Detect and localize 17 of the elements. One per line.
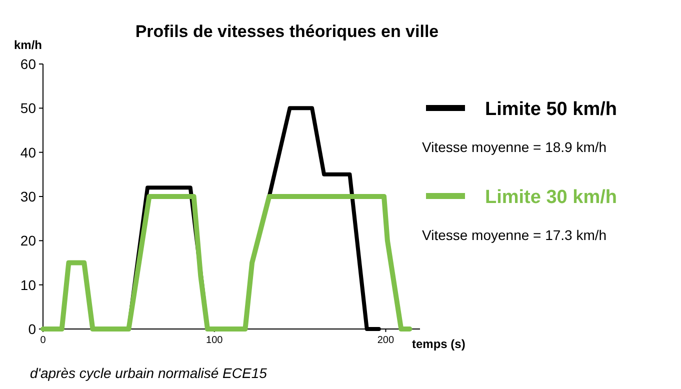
x-tick-label: 0 — [40, 335, 46, 346]
x-tick-label: 200 — [377, 335, 395, 346]
text: Vitesse moyenne = 17.3 km/h — [422, 227, 607, 243]
y-tick-label: 10 — [20, 276, 36, 293]
text: d'après cycle urbain normalisé ECE15 — [30, 365, 268, 381]
legend-label: Limite 30 km/h — [485, 187, 617, 208]
y-axis-title: km/h — [14, 38, 42, 52]
x-tick-label: 100 — [206, 335, 224, 346]
x-axis-title: temps (s) — [412, 337, 466, 351]
y-tick-label: 60 — [20, 56, 36, 72]
y-tick-label: 50 — [20, 100, 36, 116]
y-tick-label: 20 — [20, 232, 36, 249]
legend-label: Limite 50 km/h — [485, 99, 617, 120]
y-tick-label: 40 — [20, 144, 36, 160]
chart-title: Profils de vitesses théoriques en ville — [135, 22, 439, 41]
text: Vitesse moyenne = 18.9 km/h — [422, 139, 607, 155]
y-tick-label: 30 — [20, 188, 36, 204]
